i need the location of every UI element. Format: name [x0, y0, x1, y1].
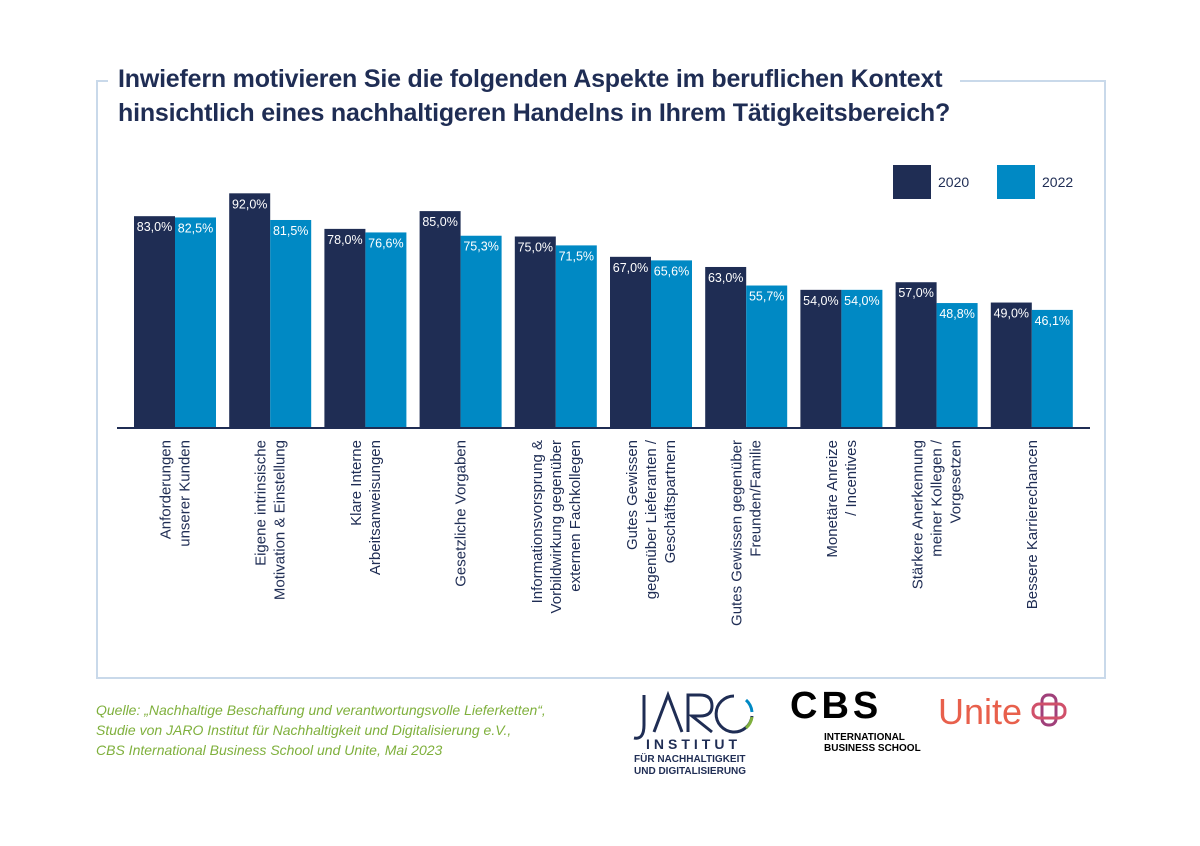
- data-label-2020-7: 63,0%: [708, 271, 743, 285]
- legend-swatch-2022: [997, 165, 1035, 199]
- bar-2022-8: [841, 289, 883, 427]
- bar-2020-6: [610, 256, 651, 427]
- jaro-institut: INSTITUT: [646, 736, 741, 752]
- data-label-2022-9: 48,8%: [939, 307, 974, 321]
- unite-icon: [1031, 693, 1067, 727]
- bar-2022-4: [460, 235, 502, 427]
- jaro-line-3: UND DIGITALISIERUNG: [634, 766, 747, 777]
- category-label-1-line-2: unserer Kunden: [177, 440, 194, 547]
- source-line-3: CBS International Business School und Un…: [96, 742, 443, 758]
- cbs-logo-mark: CBS: [790, 685, 883, 727]
- data-label-2020-10: 49,0%: [994, 307, 1029, 321]
- chart-title: Inwiefern motivieren Sie die folgenden A…: [108, 62, 961, 130]
- category-label-6-line-3: Geschäftspartnern: [662, 440, 679, 563]
- source-note: Quelle: „Nachhaltige Beschaffung und ver…: [96, 700, 546, 760]
- category-label-1-line-1: Anforderungen: [158, 440, 175, 539]
- category-label-7-line-1: Gutes Gewissen gegenüber: [729, 440, 746, 626]
- data-label-2020-2: 92,0%: [232, 197, 267, 211]
- bar-2020-2: [229, 193, 271, 427]
- category-label-9-line-3: Vorgesetzen: [948, 440, 965, 523]
- bar-2020-3: [324, 228, 366, 427]
- chart-title-line-1: Inwiefern motivieren Sie die folgenden A…: [118, 65, 943, 93]
- data-label-2020-4: 85,0%: [422, 215, 457, 229]
- category-label-9-line-2: meiner Kollegen /: [929, 439, 946, 557]
- bar-chart: 83,0% 82,5% Anforderungen unserer Kunden 92,…: [117, 165, 1090, 626]
- data-label-2020-1: 83,0%: [137, 220, 172, 234]
- bar-2022-5: [555, 245, 597, 427]
- cbs-subtitle: INTERNATIONAL BUSINESS SCHOOL: [824, 732, 921, 754]
- data-label-2022-8: 54,0%: [844, 294, 879, 308]
- data-label-2022-7: 55,7%: [749, 290, 784, 304]
- bar-2022-1: [175, 217, 216, 427]
- legend-label-2022: 2022: [1042, 174, 1073, 190]
- bar-2020-10: [990, 302, 1032, 427]
- jaro-subtitle: FÜR NACHHALTIGKEIT UND DIGITALISIERUNG: [634, 754, 746, 778]
- category-label-5-line-1: Informationsvorsprung &: [529, 440, 546, 603]
- bar-2020-5: [514, 236, 556, 427]
- bar-2020-1: [134, 216, 175, 427]
- source-line-2: Studie von JARO Institut für Nachhaltigk…: [96, 722, 512, 738]
- unite-logo: Unite: [938, 690, 1070, 734]
- category-label-2-line-2: Motivation & Einstellung: [272, 440, 289, 600]
- data-label-2022-10: 46,1%: [1035, 314, 1070, 328]
- data-label-2020-9: 57,0%: [898, 286, 933, 300]
- category-label-8-line-1: Monetäre Anreize: [824, 440, 841, 558]
- bar-2022-2: [270, 219, 312, 427]
- data-label-2022-2: 81,5%: [273, 224, 308, 238]
- category-label-9-line-1: Stärkere Anerkennung: [910, 440, 927, 589]
- data-label-2020-3: 78,0%: [327, 233, 362, 247]
- source-line-1: Quelle: „Nachhaltige Beschaffung und ver…: [96, 702, 546, 718]
- category-label-3-line-1: Klare Interne: [348, 440, 365, 526]
- category-label-10-line-1: Bessere Karrierechancen: [1024, 440, 1041, 609]
- unite-wordmark: Unite: [938, 691, 1023, 732]
- data-label-2022-4: 75,3%: [463, 240, 498, 254]
- bar-2020-8: [800, 289, 842, 427]
- bar-2022-3: [365, 232, 407, 427]
- category-label-8-line-2: / Incentives: [843, 440, 860, 516]
- category-label-4-line-1: Gesetzliche Vorgaben: [453, 440, 470, 587]
- cbs-line-1: INTERNATIONAL: [824, 732, 905, 743]
- category-label-5-line-2: Vorbildwirkung gegenüber: [548, 440, 565, 613]
- data-label-2022-5: 71,5%: [559, 249, 594, 263]
- jaro-logo-mark: [633, 690, 754, 740]
- bar-2022-6: [651, 260, 692, 427]
- bar-2020-4: [419, 211, 461, 427]
- data-label-2022-6: 65,6%: [654, 264, 689, 278]
- category-label-5-line-3: externen Fachkollegen: [567, 440, 584, 592]
- bar-2022-10: [1031, 309, 1073, 427]
- category-label-6-line-1: Gutes Gewissen: [624, 440, 641, 550]
- category-label-7-line-2: Freunden/Familie: [748, 440, 765, 557]
- category-label-2-line-1: Eigene intrinsische: [253, 440, 270, 566]
- data-label-2020-8: 54,0%: [803, 294, 838, 308]
- category-label-3-line-2: Arbeitsanweisungen: [367, 440, 384, 575]
- category-label-6-line-2: gegenüber Lieferanten /: [643, 439, 660, 599]
- data-label-2020-6: 67,0%: [613, 261, 648, 275]
- jaro-logo: INSTITUT FÜR NACHHALTIGKEIT UND DIGITALI…: [628, 690, 758, 780]
- legend-swatch-2020: [893, 165, 931, 199]
- cbs-line-2: BUSINESS SCHOOL: [824, 743, 921, 754]
- jaro-line-2: FÜR NACHHALTIGKEIT: [634, 754, 746, 765]
- bar-2022-9: [936, 303, 978, 427]
- cbs-logo: CBS INTERNATIONAL BUSINESS SCHOOL: [790, 686, 921, 754]
- bar-2020-7: [705, 266, 747, 427]
- legend-label-2020: 2020: [938, 174, 969, 190]
- data-label-2020-5: 75,0%: [518, 241, 553, 255]
- chart-title-line-2: hinsichtlich eines nachhaltigeren Handel…: [118, 99, 951, 127]
- bar-2022-7: [746, 285, 788, 427]
- data-label-2022-1: 82,5%: [178, 221, 213, 235]
- data-label-2022-3: 76,6%: [368, 236, 403, 250]
- bar-2020-9: [895, 282, 937, 427]
